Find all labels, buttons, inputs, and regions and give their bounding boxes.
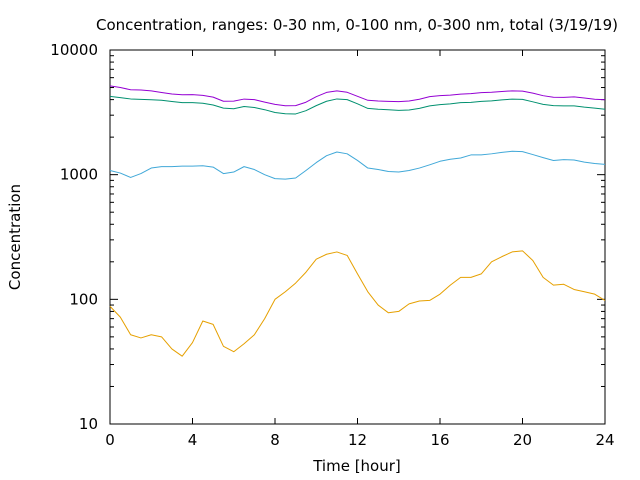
x-tick-label: 12 [348,431,367,449]
x-tick-label: 24 [595,431,614,449]
plot-frame [109,49,606,425]
axis-tick-labels: 0 4 8 12 16 20 24 10 100 1000 10000 [50,41,614,449]
x-tick-label: 4 [188,431,198,449]
series-line-4 [109,85,606,107]
y-tick-label: 10 [79,415,98,433]
chart-title: Concentration, ranges: 0-30 nm, 0-100 nm… [96,16,618,34]
series-line-3 [109,95,606,115]
y-axis-label: Concentration [6,184,24,290]
series-lines [109,85,606,357]
series-line-1 [109,250,606,357]
x-tick-label: 20 [513,431,532,449]
y-tick-label: 10000 [50,41,98,59]
series-line-2 [109,150,606,180]
axis-ticks [109,49,606,425]
x-tick-label: 16 [430,431,449,449]
x-tick-label: 8 [270,431,280,449]
x-axis-label: Time [hour] [312,457,401,475]
y-tick-label: 100 [69,290,98,308]
y-tick-label: 1000 [60,166,98,184]
x-tick-label: 0 [105,431,115,449]
